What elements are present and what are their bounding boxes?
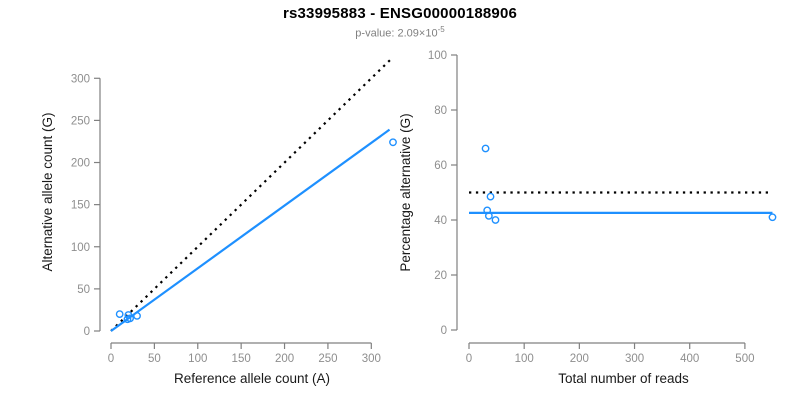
data-point [115, 310, 124, 319]
fitted-line [110, 128, 391, 332]
x-tick-label: 50 [148, 353, 161, 365]
y-tick-label: 150 [71, 200, 90, 212]
x-tick-label: 250 [318, 353, 337, 365]
allele-count-scatter: 0 50 100 150 200 250 300 0 50 100 150 200 250 300 Refe… [40, 58, 397, 386]
x-tick-label: 300 [625, 353, 644, 365]
x-tick-label: 200 [570, 353, 589, 365]
identity-line [110, 58, 392, 332]
x-tick-label: 0 [466, 353, 472, 365]
percentage-vs-reads-scatter: 0 100 200 300 400 500 0 20 40 60 80 100 Total number… [398, 50, 777, 386]
x-tick-label: 400 [680, 353, 699, 365]
data-point [486, 192, 495, 201]
y-tick-label: 20 [434, 270, 447, 282]
data-point [481, 144, 490, 153]
y-tick-label: 60 [434, 160, 447, 172]
y-tick-label: 0 [441, 325, 447, 337]
data-point [133, 311, 141, 320]
data-point [389, 138, 397, 147]
y-tick-label: 200 [71, 158, 90, 170]
x-tick-label: 300 [362, 353, 381, 365]
x-tick-label: 500 [735, 353, 754, 365]
y-axis-label: Alternative allele count (G) [40, 112, 55, 271]
y-tick-label: 80 [434, 105, 447, 117]
y-tick-label: 250 [71, 115, 90, 127]
x-tick-label: 200 [275, 353, 294, 365]
y-axis-label: Percentage alternative (G) [398, 113, 413, 271]
y-tick-label: 100 [428, 50, 447, 62]
y-tick-label: 0 [84, 326, 90, 338]
x-tick-label: 100 [515, 353, 534, 365]
page-title: rs33995883 - ENSG00000188906 [282, 5, 518, 22]
x-tick-label: 150 [232, 353, 251, 365]
pvalue-subtitle: p-value: 2.09×10-5 [0, 25, 800, 40]
y-tick-label: 100 [71, 242, 90, 254]
x-axis-label: Total number of reads [558, 371, 689, 386]
data-point [126, 314, 134, 323]
x-axis-label: Reference allele count (A) [174, 371, 330, 386]
pvalue-text: p-value: 2.09×10 [355, 27, 438, 40]
x-tick-label: 0 [108, 353, 114, 365]
y-tick-label: 300 [71, 73, 90, 85]
pvalue-exponent: -5 [437, 25, 445, 34]
data-point [484, 211, 493, 220]
data-point [491, 216, 500, 224]
data-point [768, 213, 777, 222]
x-tick-label: 100 [188, 353, 207, 365]
y-tick-label: 40 [434, 215, 447, 227]
y-tick-label: 50 [77, 284, 90, 296]
